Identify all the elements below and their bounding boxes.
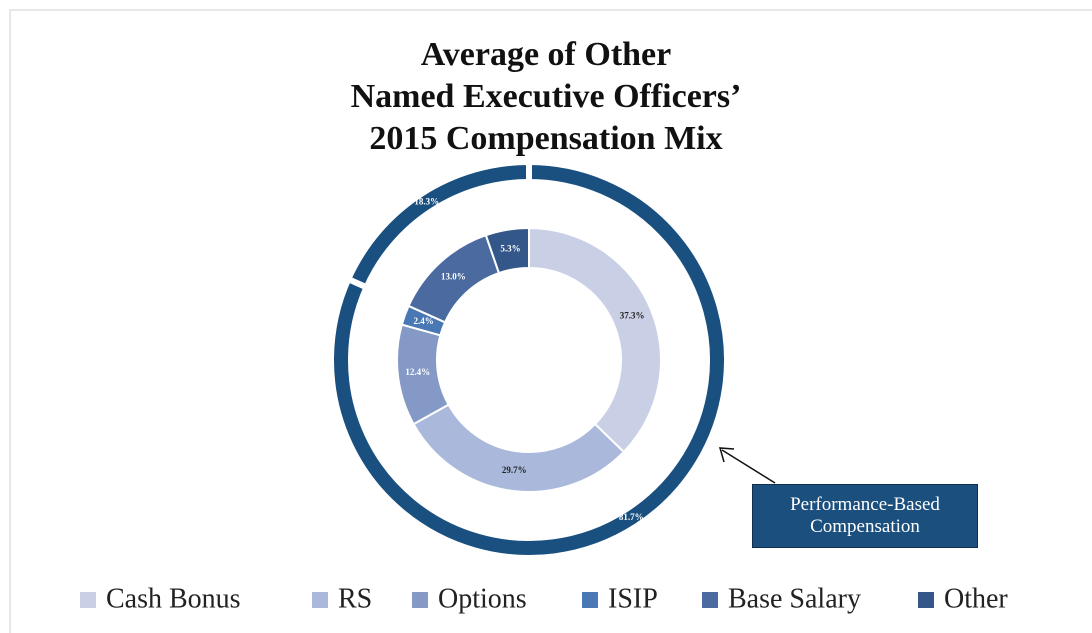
- legend-label: RS: [338, 583, 372, 614]
- data-label: 12.4%: [405, 367, 430, 377]
- legend-swatch: [80, 592, 96, 608]
- legend-swatch: [412, 592, 428, 608]
- data-label: 18.3%: [414, 196, 439, 206]
- chart-title: Average of Other Named Executive Officers…: [246, 34, 846, 160]
- legend-swatch: [702, 592, 718, 608]
- donut-segment: [344, 158, 532, 292]
- donut-segment: [528, 226, 662, 454]
- data-label: 5.3%: [500, 244, 520, 254]
- legend-swatch: [312, 592, 328, 608]
- frame: [9, 9, 1092, 633]
- legend-swatch: [918, 592, 934, 608]
- data-label: 2.4%: [414, 316, 434, 326]
- legend-swatch: [582, 592, 598, 608]
- arrow-head: [718, 447, 735, 463]
- legend-label: ISIP: [608, 583, 658, 614]
- legend-label: Options: [438, 583, 527, 614]
- title-line: Average of Other: [420, 36, 672, 73]
- annotation: Performance-Based Compensation: [752, 484, 978, 548]
- data-label: 37.3%: [620, 310, 645, 320]
- data-label: 29.7%: [502, 465, 527, 475]
- legend-label: Cash Bonus: [106, 583, 241, 614]
- annotation-arrow: [721, 449, 776, 484]
- donut-segment: [412, 403, 626, 493]
- title-line: Named Executive Officers’: [350, 78, 742, 115]
- legend-label: Other: [944, 583, 1008, 614]
- legend-label: Base Salary: [728, 583, 861, 614]
- data-label: 81.7%: [619, 512, 644, 522]
- donut-segment: [484, 226, 530, 275]
- title-line: 2015 Compensation Mix: [369, 120, 723, 157]
- data-label: 13.0%: [441, 271, 466, 281]
